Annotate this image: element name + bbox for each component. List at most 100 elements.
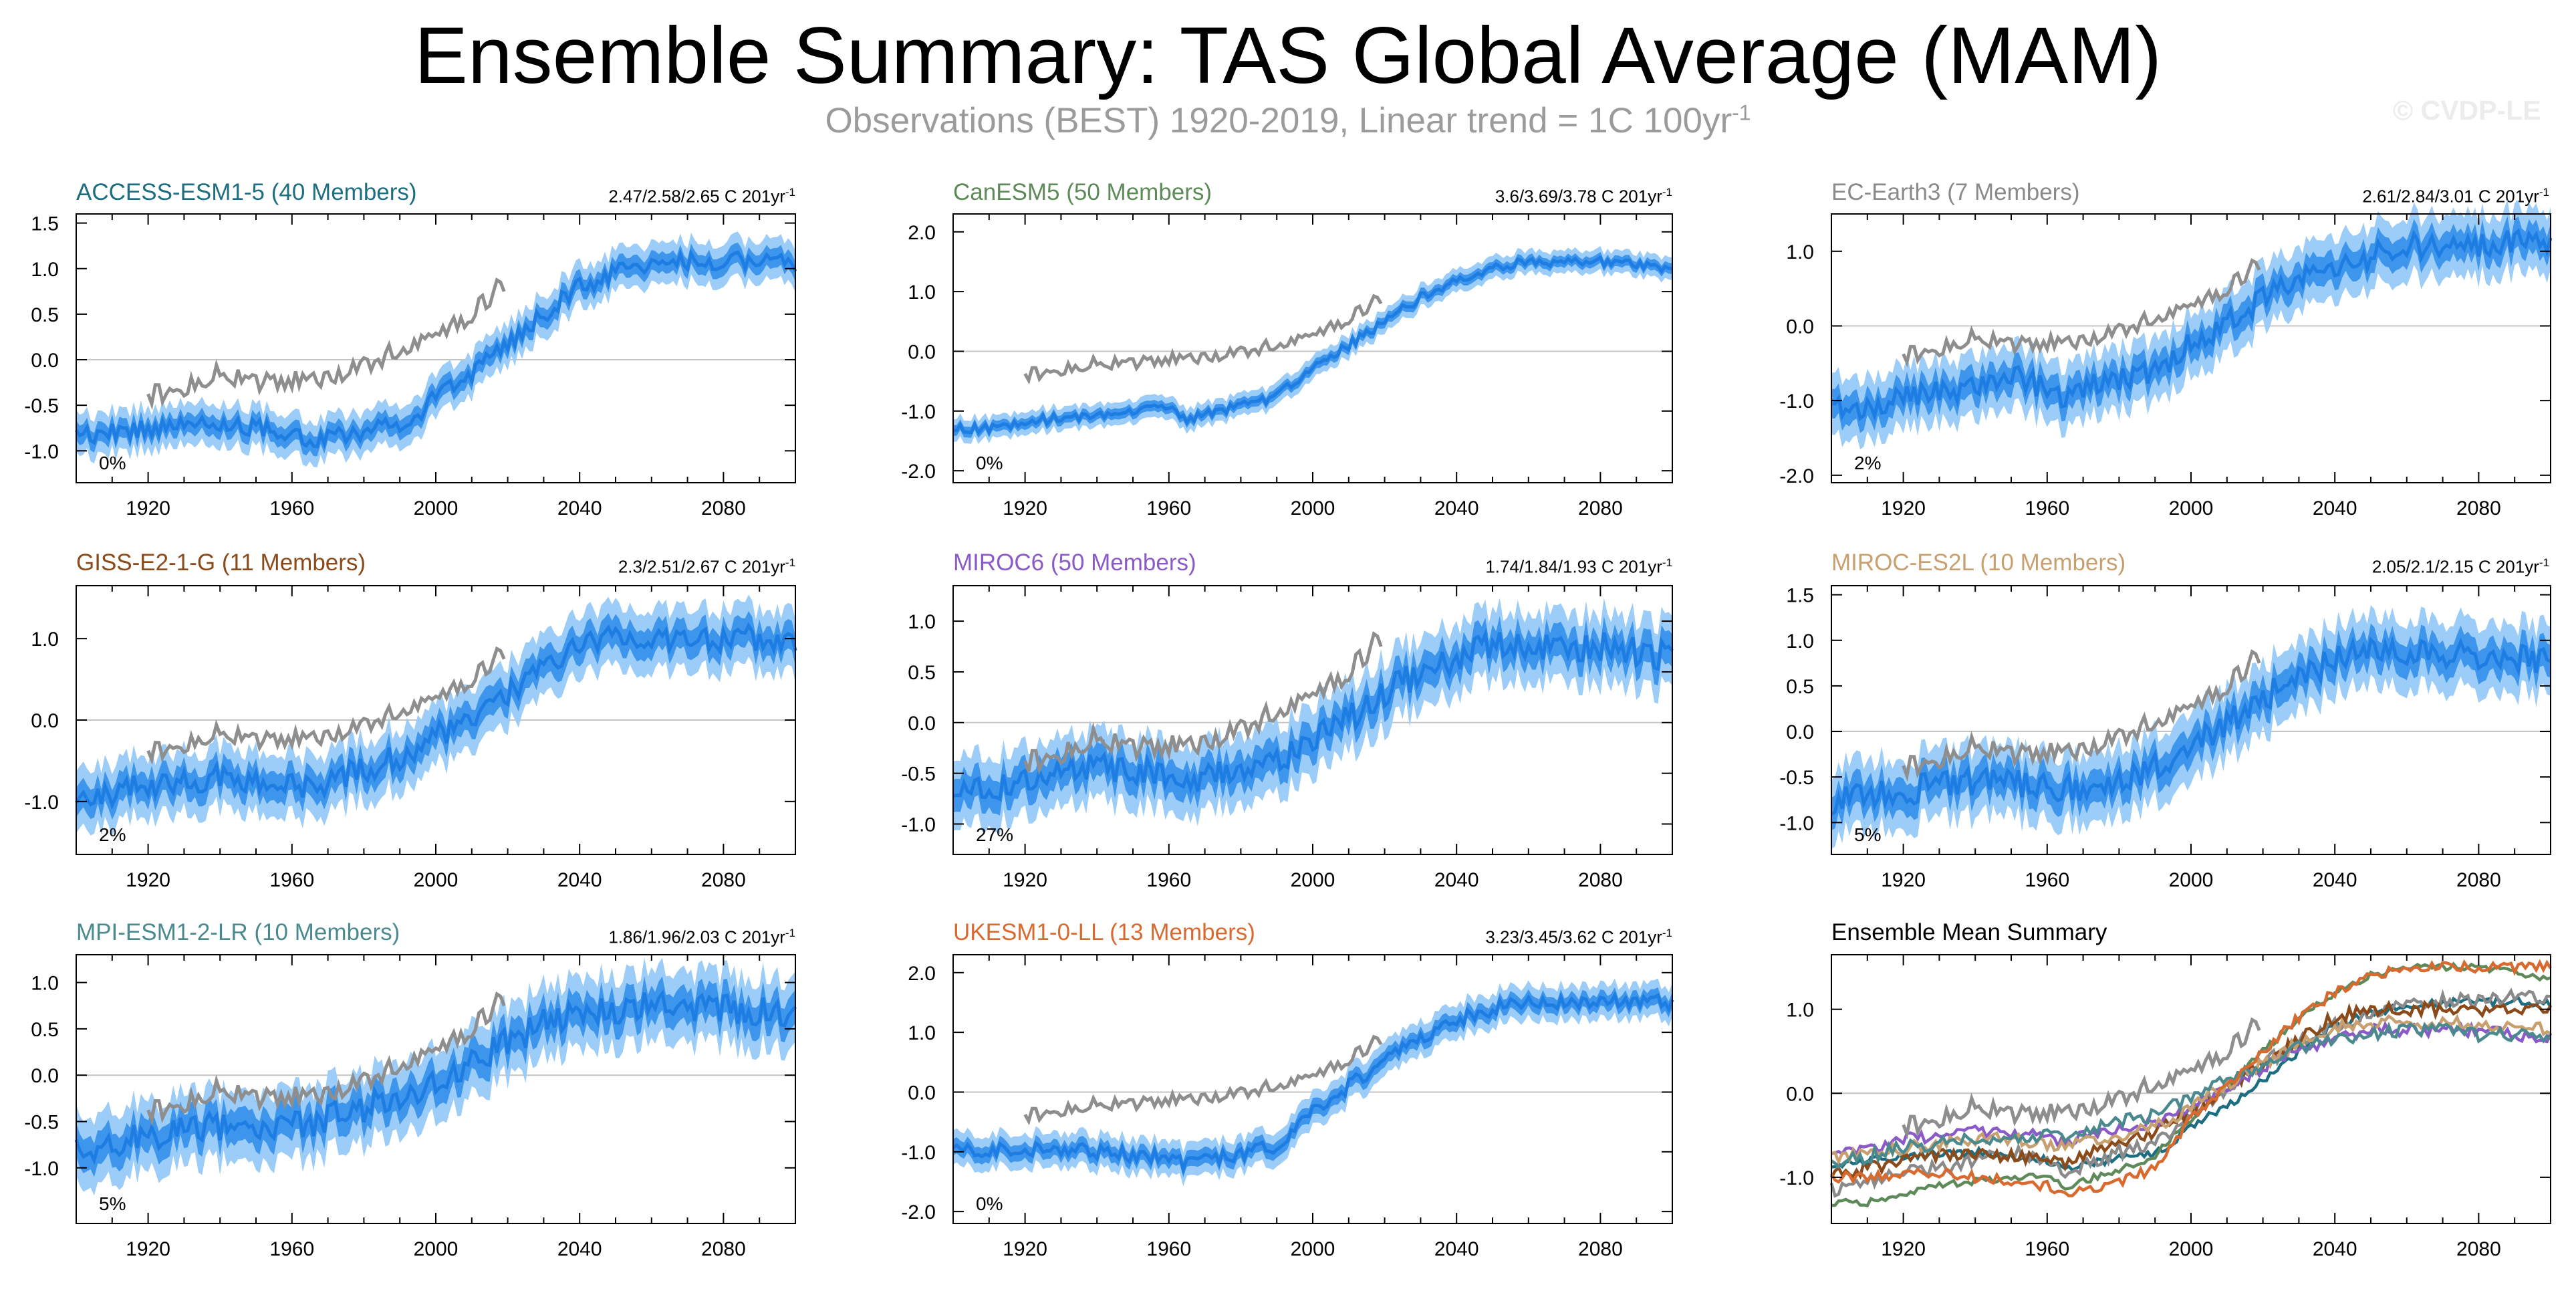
- panel-title-6: MIROC-ES2L (10 Members): [1831, 550, 2126, 576]
- x-tick-label: 1920: [1881, 497, 1926, 519]
- panel-trend-text-5: 1.74/1.84/1.93 C 201yr: [1485, 556, 1662, 577]
- x-tick-label: 2000: [1291, 497, 1335, 519]
- x-tick-label: 1960: [1146, 869, 1191, 891]
- x-tick-label: 2000: [414, 497, 459, 519]
- ensemble-range-inner: [76, 610, 795, 820]
- y-tick-label: 1.0: [908, 1022, 936, 1044]
- chart-panel-8: 1920 1960 2000 2040 2080 2.0 1.0 0.0 -1.0 -2.0 0%: [901, 954, 1674, 1260]
- observations-line: [146, 646, 506, 766]
- panel-trend-5: 1.74/1.84/1.93 C 201yr-1: [1485, 556, 1672, 578]
- y-tick-label: 0.0: [1786, 316, 1814, 338]
- y-tick-label: 0.0: [908, 341, 936, 363]
- x-tick-label: 2000: [1291, 1238, 1335, 1260]
- ensemble-mean-line: [1830, 635, 2552, 816]
- x-tick-label: 1920: [126, 497, 170, 519]
- x-tick-label: 1960: [1146, 497, 1191, 519]
- panel-trend-text-7: 1.86/1.96/2.03 C 201yr: [608, 927, 785, 947]
- y-tick-label: 1.0: [1786, 630, 1814, 653]
- panel-title-7: MPI-ESM1-2-LR (10 Members): [76, 919, 400, 945]
- panel-trend-1: 2.47/2.58/2.65 C 201yr-1: [608, 186, 795, 207]
- x-tick-label: 2080: [701, 1238, 746, 1260]
- chart-panel-1: 1920 1960 2000 2040 2080 1.5 1.0 0.5 0.0 -0.5 -1.0…: [24, 213, 797, 519]
- y-tick-label: 1.5: [1786, 585, 1814, 607]
- panel-trend-sup-8: -1: [1662, 927, 1672, 939]
- x-tick-label: 1960: [269, 1238, 314, 1260]
- panel-trend-sup-7: -1: [785, 927, 795, 939]
- ensemble-range-outer: [953, 245, 1672, 445]
- panel-trend-sup-3: -1: [2539, 186, 2549, 199]
- y-tick-label: 1.0: [908, 611, 936, 633]
- y-tick-label: 0.5: [1786, 676, 1814, 698]
- chart-panel-2: 1920 1960 2000 2040 2080 2.0 1.0 0.0 -1.0 -2.0 0%: [901, 213, 1673, 519]
- x-tick-label: 2040: [557, 869, 602, 891]
- percent-label: 5%: [1854, 824, 1881, 845]
- x-tick-label: 2080: [701, 869, 746, 891]
- y-tick-label: -1.0: [1779, 812, 1814, 834]
- x-tick-label: 2080: [1578, 1238, 1623, 1260]
- panel-trend-sup-1: -1: [785, 186, 795, 199]
- panel-trend-sup-4: -1: [785, 556, 795, 569]
- y-tick-label: 0.5: [31, 304, 59, 326]
- y-tick-label: -1.0: [901, 401, 936, 423]
- panel-title-4: GISS-E2-1-G (11 Members): [76, 550, 366, 576]
- panel-title-9: Ensemble Mean Summary: [1831, 919, 2107, 945]
- x-tick-label: 2040: [2313, 869, 2357, 891]
- chart-panel-7: 1920 1960 2000 2040 2080 1.0 0.5 0.0 -0.5 -1.0 5%: [24, 954, 797, 1260]
- x-tick-label: 1920: [1003, 1238, 1047, 1260]
- panel-title-5: MIROC6 (50 Members): [953, 550, 1196, 576]
- panel-trend-sup-5: -1: [1662, 556, 1672, 569]
- x-tick-label: 2000: [414, 869, 459, 891]
- summary-series-line-5: [1831, 1020, 2553, 1157]
- y-tick-label: 2.0: [908, 963, 936, 985]
- summary-series-line-1: [1831, 995, 2552, 1172]
- panel-title-8: UKESM1-0-LL (13 Members): [953, 919, 1255, 945]
- panel-trend-3: 2.61/2.84/3.01 C 201yr-1: [2362, 186, 2549, 207]
- chart-panel-4: 1920 1960 2000 2040 2080 1.0 0.0 -1.0 2%: [24, 585, 797, 891]
- y-tick-label: -1.0: [24, 792, 59, 814]
- x-tick-label: 2080: [1578, 497, 1623, 519]
- panel-trend-text-3: 2.61/2.84/3.01 C 201yr: [2362, 186, 2539, 207]
- panel-trend-7: 1.86/1.96/2.03 C 201yr-1: [608, 927, 795, 948]
- observations-line: [1902, 1017, 2261, 1140]
- percent-label: 0%: [976, 1193, 1003, 1214]
- summary-series-line-8: [1830, 959, 2552, 1197]
- y-tick-label: -0.5: [1779, 767, 1814, 789]
- y-tick-label: 2.0: [908, 222, 936, 244]
- y-tick-label: 0.0: [1786, 721, 1814, 743]
- y-tick-label: 0.0: [1786, 1083, 1814, 1105]
- x-tick-label: 2000: [2169, 1238, 2214, 1260]
- panel-trend-sup-2: -1: [1662, 186, 1672, 199]
- y-tick-label: 1.0: [1786, 241, 1814, 263]
- y-tick-label: 0.0: [908, 713, 936, 735]
- copyright-watermark: © CVDP-LE: [2393, 95, 2541, 126]
- y-tick-label: -1.0: [24, 441, 59, 463]
- observations-line: [1023, 631, 1383, 776]
- panel-trend-2: 3.6/3.69/3.78 C 201yr-1: [1495, 186, 1672, 207]
- x-tick-label: 1920: [1003, 497, 1047, 519]
- ensemble-range-outer: [76, 231, 795, 467]
- x-tick-label: 2040: [557, 497, 602, 519]
- x-tick-label: 2080: [1578, 869, 1623, 891]
- x-tick-label: 2000: [2169, 869, 2214, 891]
- panel-title-1: ACCESS-ESM1-5 (40 Members): [76, 179, 417, 205]
- panel-trend-text-4: 2.3/2.51/2.67 C 201yr: [618, 556, 785, 577]
- x-tick-label: 2040: [2313, 497, 2357, 519]
- x-tick-label: 2080: [701, 497, 746, 519]
- observations-line: [146, 991, 506, 1127]
- x-tick-label: 1960: [2025, 497, 2069, 519]
- x-tick-label: 1920: [126, 869, 170, 891]
- x-tick-label: 2000: [1291, 869, 1335, 891]
- panel-title-2: CanESM5 (50 Members): [953, 179, 1212, 205]
- y-tick-label: -1.0: [1779, 390, 1814, 413]
- ensemble-range-inner: [953, 251, 1672, 439]
- observations-line: [146, 277, 506, 410]
- ensemble-mean-line: [1831, 228, 2553, 422]
- x-tick-label: 2080: [2456, 869, 2501, 891]
- y-tick-label: -2.0: [1779, 465, 1814, 487]
- y-tick-label: 0.0: [31, 350, 59, 372]
- percent-label: 0%: [99, 453, 126, 473]
- y-tick-label: 0.0: [31, 710, 59, 732]
- ensemble-range-inner: [953, 616, 1672, 816]
- panel-title-3: EC-Earth3 (7 Members): [1831, 179, 2080, 205]
